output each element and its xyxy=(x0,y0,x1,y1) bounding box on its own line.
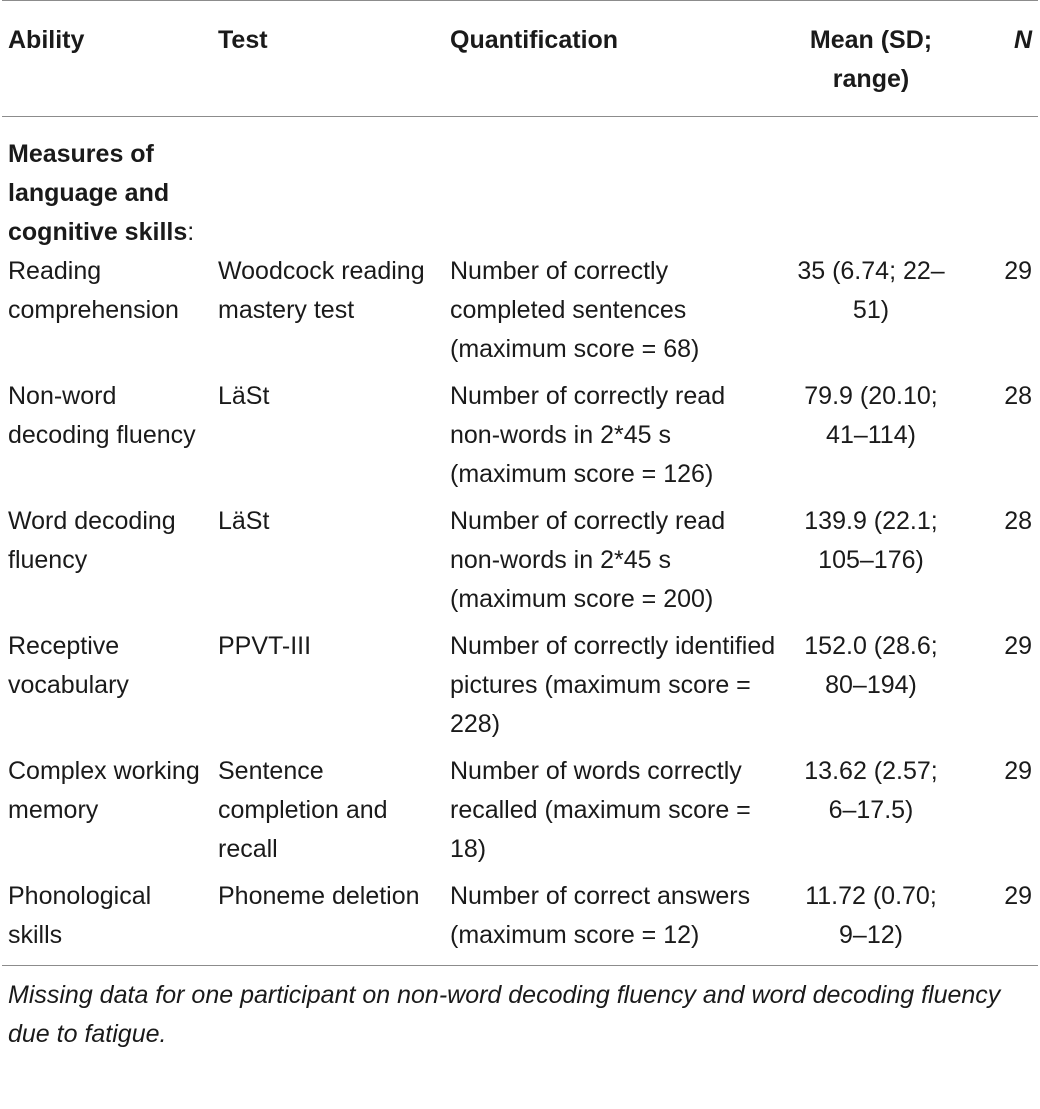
table-row: Reading comprehension Woodcock reading m… xyxy=(2,252,1038,377)
table-row: Complex working memory Sentence completi… xyxy=(2,752,1038,877)
cell-n: 28 xyxy=(1004,382,1032,410)
cell-ability: Receptive vocabulary xyxy=(8,632,129,699)
cell-test: Phoneme deletion xyxy=(218,882,420,910)
header-mean: Mean (SD; range) xyxy=(809,26,933,93)
cell-mean: 79.9 (20.10; 41–114) xyxy=(804,382,938,449)
section-suffix: : xyxy=(187,218,195,246)
cell-n: 28 xyxy=(1004,507,1032,535)
cell-test: LäSt xyxy=(218,507,270,535)
header-n: N xyxy=(1013,26,1032,54)
cell-n: 29 xyxy=(1004,632,1032,660)
cell-mean: 13.62 (2.57; 6–17.5) xyxy=(804,757,938,824)
cell-quantification: Number of correctly read non-words in 2*… xyxy=(450,507,726,613)
section-label: Measures of language and cognitive skill… xyxy=(8,140,188,246)
table-row: Phonological skills Phoneme deletion Num… xyxy=(2,877,1038,966)
cell-ability: Word decoding fluency xyxy=(8,507,176,574)
cell-n: 29 xyxy=(1004,882,1032,910)
cell-quantification: Number of words correctly recalled (maxi… xyxy=(450,757,751,863)
cell-mean: 11.72 (0.70; 9–12) xyxy=(805,882,937,949)
cell-test: Sentence completion and recall xyxy=(218,757,388,863)
measures-table: Ability Test Quantification Mean (SD; ra… xyxy=(2,0,1038,966)
cell-ability: Non-word decoding fluency xyxy=(8,382,196,449)
header-quantification: Quantification xyxy=(450,26,619,54)
table-header: Ability Test Quantification Mean (SD; ra… xyxy=(2,0,1038,117)
cell-quantification: Number of correctly identified pictures … xyxy=(450,632,776,738)
cell-test: LäSt xyxy=(218,382,270,410)
cell-mean: 139.9 (22.1; 105–176) xyxy=(804,507,938,574)
cell-mean: 152.0 (28.6; 80–194) xyxy=(804,632,938,699)
cell-n: 29 xyxy=(1004,757,1032,785)
table-row: Non-word decoding fluency LäSt Number of… xyxy=(2,377,1038,502)
cell-ability: Complex working memory xyxy=(8,757,200,824)
section-heading: Measures of language and cognitive skill… xyxy=(2,117,212,253)
table-container: Ability Test Quantification Mean (SD; ra… xyxy=(2,0,1038,1048)
cell-quantification: Number of correctly read non-words in 2*… xyxy=(450,382,726,488)
table-row: Word decoding fluency LäSt Number of cor… xyxy=(2,502,1038,627)
cell-test: PPVT-III xyxy=(218,632,312,660)
cell-mean: 35 (6.74; 22–51) xyxy=(797,257,945,324)
header-test: Test xyxy=(218,26,268,54)
section-row: Measures of language and cognitive skill… xyxy=(2,117,1038,253)
header-row: Ability Test Quantification Mean (SD; ra… xyxy=(2,0,1038,117)
table-footnote: Missing data for one participant on non-… xyxy=(8,981,1001,1048)
table-body: Measures of language and cognitive skill… xyxy=(2,117,1038,966)
cell-test: Woodcock reading mastery test xyxy=(218,257,425,324)
header-ability: Ability xyxy=(8,26,85,54)
cell-quantification: Number of correct answers (maximum score… xyxy=(450,882,751,949)
cell-ability: Phonological skills xyxy=(8,882,152,949)
table-row: Receptive vocabulary PPVT-III Number of … xyxy=(2,627,1038,752)
cell-n: 29 xyxy=(1004,257,1032,285)
cell-ability: Reading comprehension xyxy=(8,257,179,324)
cell-quantification: Number of correctly completed sentences … xyxy=(450,257,700,363)
